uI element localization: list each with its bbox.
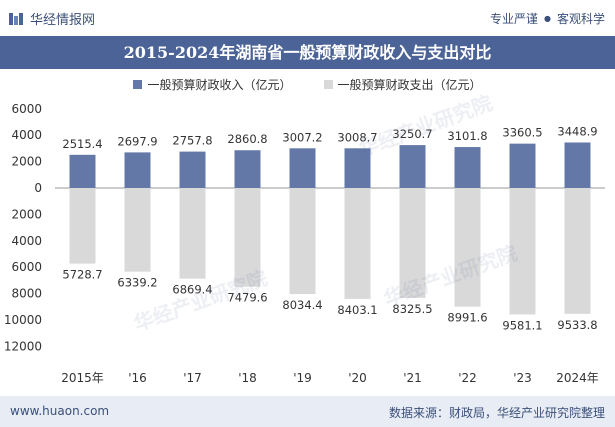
expense-value-label: 5728.7 [62,268,102,282]
y-tick-label: 6000 [11,102,42,116]
income-value-label: 2860.8 [227,132,267,146]
y-tick-label: 4000 [11,234,42,248]
y-tick-label: 8000 [11,287,42,301]
expense-value-label: 8991.6 [447,311,487,325]
income-value-label: 2515.4 [62,137,102,151]
income-value-label: 3007.2 [282,130,322,144]
expense-value-label: 8034.4 [282,298,322,312]
income-value-label: 3101.8 [447,129,487,143]
footer-url: www.huaon.com [10,404,110,418]
expense-bar [564,188,591,314]
income-bar [399,145,426,188]
income-value-label: 2757.8 [172,134,212,148]
expense-bar [124,188,151,272]
x-tick-label: '16 [128,371,147,385]
y-tick-label: 0 [34,181,42,195]
footer-source: 数据来源：财政局，华经产业研究院整理 [388,406,605,420]
expense-value-label: 9581.1 [502,318,542,332]
income-bar [509,143,536,188]
income-bar [69,154,96,188]
x-tick-label: '20 [348,371,367,385]
brand: 华经情报网 [8,9,95,28]
chart-title: 2015-2024年湖南省一般预算财政收入与支出对比 [123,43,492,62]
legend-item-income: 一般预算财政收入（亿元） [133,74,292,94]
income-bar [344,148,371,188]
x-tick-label: '22 [458,371,477,385]
expense-bar [69,188,96,264]
expense-bar [179,188,206,279]
x-tick-label: '17 [183,371,202,385]
title-bar: 2015-2024年湖南省一般预算财政收入与支出对比 [0,36,615,69]
expense-value-label: 7479.6 [227,291,267,305]
legend-label-income: 一般预算财政收入（亿元） [147,77,292,92]
brand-name: 华经情报网 [30,13,96,28]
income-bar [564,142,591,188]
legend-label-expense: 一般预算财政支出（亿元） [337,77,482,92]
expense-bar [399,188,426,298]
y-tick-label: 4000 [11,128,42,142]
x-tick-label: 2024年 [556,371,599,385]
expense-bar [234,188,261,287]
tagline-left: 专业严谨 [489,12,538,26]
chart-legend: 一般预算财政收入（亿元） 一般预算财政支出（亿元） [0,74,615,94]
income-bar [124,152,151,188]
bullet-icon: ● [544,14,551,23]
income-bar [454,147,481,188]
legend-swatch-income [133,79,143,89]
y-tick-label: 10000 [4,313,42,327]
expense-bar [344,188,371,299]
expense-value-label: 6869.4 [172,283,212,297]
income-bar [234,150,261,188]
income-value-label: 3360.5 [502,126,542,140]
income-bar [179,151,206,188]
x-tick-label: '18 [238,371,257,385]
tagline: 专业严谨 ● 客观科学 [490,10,605,27]
footer: www.huaon.com 数据来源：财政局，华经产业研究院整理 [0,396,615,427]
x-tick-label: '21 [403,371,422,385]
expense-bar [289,188,316,295]
legend-item-expense: 一般预算财政支出（亿元） [323,74,482,94]
expense-value-label: 9533.8 [557,318,597,332]
expense-value-label: 6339.2 [117,276,157,290]
y-tick-label: 12000 [4,339,42,353]
expense-bar [454,188,481,307]
y-tick-label: 2000 [11,207,42,221]
top-bar: 华经情报网 专业严谨 ● 客观科学 [0,0,615,36]
brand-logo-icon [9,12,23,25]
income-value-label: 3008.7 [337,130,377,144]
legend-swatch-expense [323,79,333,89]
bar-chart: 6000 4000 2000 0 2000 4000 6000 8000 10000 12000 2… [4,102,605,385]
income-bar [289,148,316,188]
tagline-right: 客观科学 [556,12,605,26]
y-tick-label: 6000 [11,260,42,274]
expense-value-label: 8325.5 [392,302,432,316]
y-tick-label: 2000 [11,155,42,169]
x-tick-label: 2015年 [61,371,104,385]
x-tick-label: '23 [513,371,532,385]
income-value-label: 2697.9 [117,134,157,148]
income-value-label: 3250.7 [392,127,432,141]
income-value-label: 3448.9 [557,124,597,138]
expense-value-label: 8403.1 [337,303,377,317]
x-tick-label: '19 [293,371,312,385]
expense-bar [509,188,536,315]
